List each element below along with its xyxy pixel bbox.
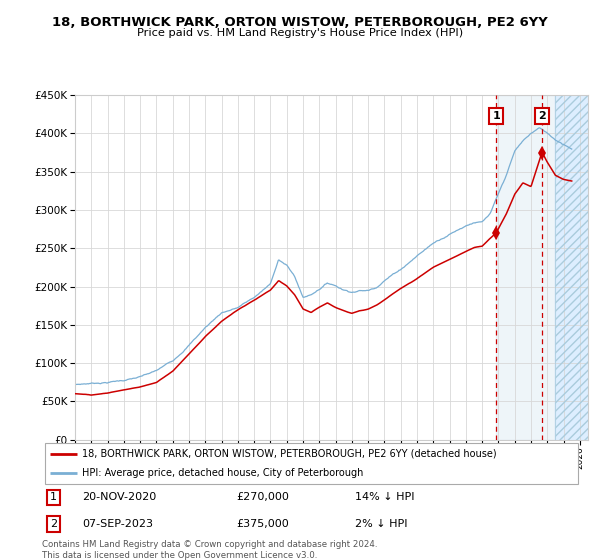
Text: Price paid vs. HM Land Registry's House Price Index (HPI): Price paid vs. HM Land Registry's House … [137,28,463,38]
Bar [556,95,588,440]
Text: 1: 1 [50,492,57,502]
Text: 20-NOV-2020: 20-NOV-2020 [83,492,157,502]
Text: 2: 2 [538,111,546,121]
Text: 2% ↓ HPI: 2% ↓ HPI [355,519,408,529]
Text: 07-SEP-2023: 07-SEP-2023 [83,519,154,529]
Text: 2: 2 [50,519,57,529]
Text: £270,000: £270,000 [236,492,289,502]
Text: 18, BORTHWICK PARK, ORTON WISTOW, PETERBOROUGH, PE2 6YY: 18, BORTHWICK PARK, ORTON WISTOW, PETERB… [52,16,548,29]
Bar [556,95,588,440]
Text: 1: 1 [493,111,500,121]
Text: HPI: Average price, detached house, City of Peterborough: HPI: Average price, detached house, City… [83,468,364,478]
Text: 14% ↓ HPI: 14% ↓ HPI [355,492,415,502]
Bar [496,95,556,440]
Text: 18, BORTHWICK PARK, ORTON WISTOW, PETERBOROUGH, PE2 6YY (detached house): 18, BORTHWICK PARK, ORTON WISTOW, PETERB… [83,449,497,459]
FancyBboxPatch shape [45,444,578,483]
Text: £375,000: £375,000 [236,519,289,529]
Text: Contains HM Land Registry data © Crown copyright and database right 2024.
This d: Contains HM Land Registry data © Crown c… [42,540,377,560]
